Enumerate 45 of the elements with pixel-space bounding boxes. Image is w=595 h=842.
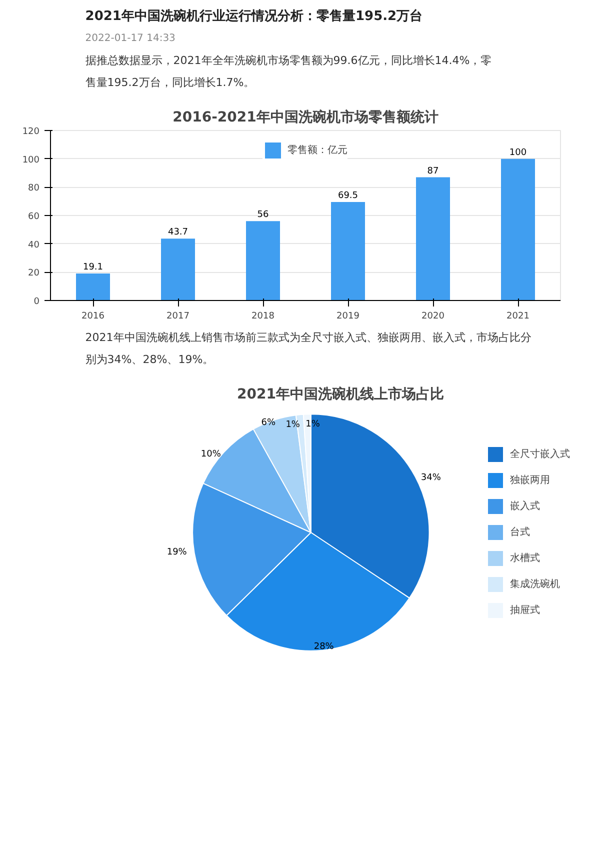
x-tick-label: 2019 — [336, 312, 360, 322]
y-tick-label: 0 — [34, 297, 40, 307]
data-label: 56 — [257, 210, 269, 220]
chart-title: 2021年中国洗碗机线上市场占比 — [237, 386, 444, 402]
data-label: 19% — [166, 547, 188, 558]
text: 2021年中国洗碗机行业运行情况分析：零售量195.2万台 — [85, 8, 423, 24]
bar — [246, 221, 280, 300]
y-tick-label: 100 — [22, 155, 40, 166]
data-label: 6% — [261, 418, 276, 428]
data-label: 28% — [314, 642, 334, 652]
x-tick-label: 2021 — [506, 312, 530, 322]
y-tick-label: 80 — [28, 184, 40, 194]
legend-label: 台式 — [510, 526, 530, 539]
x-tick-label: 2018 — [252, 312, 275, 322]
data-label: 1% — [286, 420, 300, 430]
y-tick-label: 60 — [28, 212, 40, 222]
chart-title: 2016-2021年中国洗碗机市场零售额统计 — [172, 108, 438, 126]
x-tick-label: 2020 — [422, 312, 445, 322]
data-label: 43.7 — [168, 228, 188, 238]
data-label: 34% — [420, 473, 442, 484]
legend-label: 独嵌两用 — [510, 474, 550, 487]
bar — [76, 273, 110, 300]
y-tick-label: 40 — [28, 240, 40, 250]
legend-label: 抽屉式 — [510, 604, 540, 617]
legend-label: 零售额：亿元 — [288, 144, 348, 157]
bar — [416, 177, 450, 300]
legend-label: 全尺寸嵌入式 — [510, 448, 570, 461]
text: 2022-01-17 14:33 — [85, 33, 176, 44]
y-tick-label: 120 — [22, 127, 40, 137]
legend-label: 水槽式 — [510, 552, 540, 565]
text: 2021年中国洗碗机线上销售市场前三款式为全尺寸嵌入式、独嵌两用、嵌入式，市场占比分别为34%、28%、19%。 — [85, 331, 532, 366]
x-tick-label: 2017 — [166, 312, 190, 322]
bar — [161, 238, 195, 300]
x-tick-label: 2016 — [82, 312, 105, 322]
bar — [331, 202, 365, 300]
legend-label: 嵌入式 — [510, 500, 540, 513]
y-tick-label: 20 — [28, 268, 40, 279]
data-label: 19.1 — [82, 262, 104, 272]
data-label: 87 — [427, 166, 439, 176]
text: 据推总数据显示，2021年全年洗碗机市场零售额为99.6亿元，同比增长14.4%，零售量195.2万台，同比增长1.7%。 — [85, 54, 492, 89]
data-label: 69.5 — [338, 191, 358, 202]
legend-label: 集成洗碗机 — [510, 578, 560, 591]
data-label: 10% — [200, 449, 222, 460]
data-label: 100 — [509, 148, 527, 158]
bar — [501, 158, 535, 300]
